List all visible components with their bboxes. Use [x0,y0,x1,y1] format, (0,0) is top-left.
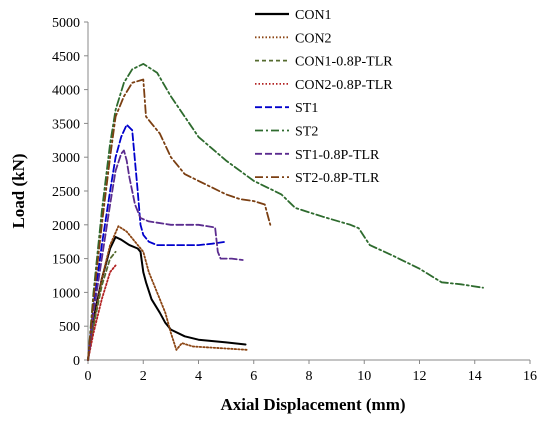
y-axis-title: Load (kN) [9,153,28,228]
legend-label-8: ST2-0.8P-TLR [295,171,380,186]
series-line-5 [87,123,227,361]
y-tick-label-3: 1500 [52,253,80,268]
y-tick-label-10: 5000 [52,16,80,31]
legend-label-5: ST1 [295,101,318,116]
x-tick-label-6: 12 [413,369,427,384]
legend-label-2: CON2 [295,31,332,46]
y-tick-label-5: 2500 [52,185,80,200]
y-tick-label-8: 4000 [52,84,80,99]
y-tick-label-1: 500 [59,320,80,335]
y-tick-label-2: 1000 [52,286,80,301]
series-line-6 [87,63,484,361]
x-tick-label-4: 8 [306,369,313,384]
legend-label-3: CON1-0.8P-TLR [295,55,393,70]
x-tick-label-7: 14 [468,369,482,384]
y-tick-label-9: 4500 [52,50,80,65]
x-tick-label-3: 6 [250,369,257,384]
y-tick-label-6: 3000 [52,151,80,166]
legend-label-1: CON1 [295,8,332,23]
legend-label-6: ST2 [295,125,318,140]
x-tick-label-2: 4 [195,369,202,384]
y-tick-label-4: 2000 [52,219,80,234]
legend-label-7: ST1-0.8P-TLR [295,148,380,163]
y-tick-label-0: 0 [73,354,80,369]
series-line-4 [87,264,117,361]
series-line-7 [87,149,244,361]
x-tick-label-5: 10 [357,369,371,384]
x-tick-label-0: 0 [85,369,92,384]
series-line-2 [87,225,250,361]
x-axis-title: Axial Displacement (mm) [220,395,405,414]
legend-label-4: CON2-0.8P-TLR [295,78,393,93]
x-tick-label-8: 16 [523,369,537,384]
y-tick-label-7: 3500 [52,117,80,132]
series-line-3 [87,250,117,361]
series-line-8 [87,78,272,361]
x-tick-label-1: 2 [140,369,147,384]
